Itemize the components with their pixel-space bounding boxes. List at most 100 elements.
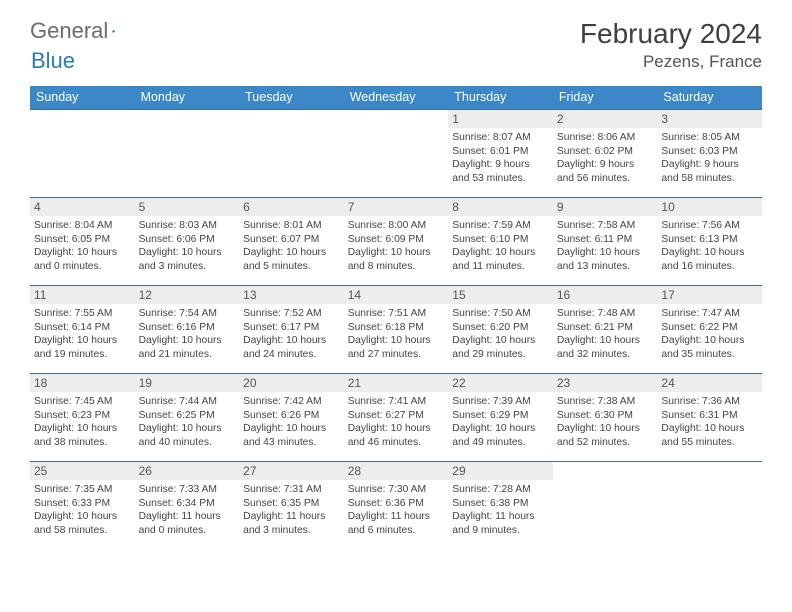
sunset-text: Sunset: 6:03 PM (661, 145, 758, 159)
day-content: Sunrise: 8:05 AMSunset: 6:03 PMDaylight:… (657, 128, 762, 188)
daylight-text: Daylight: 10 hours and 58 minutes. (34, 510, 131, 537)
day-cell: 13Sunrise: 7:52 AMSunset: 6:17 PMDayligh… (239, 286, 344, 373)
day-content: Sunrise: 7:45 AMSunset: 6:23 PMDaylight:… (30, 392, 135, 452)
day-number: 13 (239, 286, 344, 304)
daylight-text: Daylight: 10 hours and 19 minutes. (34, 334, 131, 361)
day-cell: 26Sunrise: 7:33 AMSunset: 6:34 PMDayligh… (135, 462, 240, 549)
day-number: 17 (657, 286, 762, 304)
day-content: Sunrise: 8:04 AMSunset: 6:05 PMDaylight:… (30, 216, 135, 276)
sunset-text: Sunset: 6:34 PM (139, 497, 236, 511)
day-header-sat: Saturday (657, 86, 762, 109)
sunrise-text: Sunrise: 7:55 AM (34, 307, 131, 321)
daylight-text: Daylight: 10 hours and 24 minutes. (243, 334, 340, 361)
day-header-mon: Monday (135, 86, 240, 109)
day-cell: . (553, 462, 658, 549)
day-cell: 29Sunrise: 7:28 AMSunset: 6:38 PMDayligh… (448, 462, 553, 549)
brand-logo: General (30, 18, 136, 44)
day-number: 18 (30, 374, 135, 392)
brand-text-blue-wrap: Blue (30, 48, 75, 74)
daylight-text: Daylight: 10 hours and 21 minutes. (139, 334, 236, 361)
daylight-text: Daylight: 9 hours and 56 minutes. (557, 158, 654, 185)
daylight-text: Daylight: 11 hours and 0 minutes. (139, 510, 236, 537)
day-number: 23 (553, 374, 658, 392)
daylight-text: Daylight: 10 hours and 32 minutes. (557, 334, 654, 361)
day-content: Sunrise: 8:06 AMSunset: 6:02 PMDaylight:… (553, 128, 658, 188)
day-number: 20 (239, 374, 344, 392)
week-row: 11Sunrise: 7:55 AMSunset: 6:14 PMDayligh… (30, 285, 762, 373)
day-content: Sunrise: 8:07 AMSunset: 6:01 PMDaylight:… (448, 128, 553, 188)
daylight-text: Daylight: 10 hours and 52 minutes. (557, 422, 654, 449)
sunrise-text: Sunrise: 7:54 AM (139, 307, 236, 321)
day-cell: 10Sunrise: 7:56 AMSunset: 6:13 PMDayligh… (657, 198, 762, 285)
day-number: 22 (448, 374, 553, 392)
day-content: Sunrise: 7:36 AMSunset: 6:31 PMDaylight:… (657, 392, 762, 452)
day-cell: 9Sunrise: 7:58 AMSunset: 6:11 PMDaylight… (553, 198, 658, 285)
sunset-text: Sunset: 6:02 PM (557, 145, 654, 159)
page-header: General February 2024 Pezens, France (0, 0, 792, 80)
day-content: Sunrise: 7:30 AMSunset: 6:36 PMDaylight:… (344, 480, 449, 540)
day-cell: 28Sunrise: 7:30 AMSunset: 6:36 PMDayligh… (344, 462, 449, 549)
month-title: February 2024 (580, 18, 762, 50)
day-content: Sunrise: 7:39 AMSunset: 6:29 PMDaylight:… (448, 392, 553, 452)
day-number: 5 (135, 198, 240, 216)
sunrise-text: Sunrise: 7:48 AM (557, 307, 654, 321)
sunrise-text: Sunrise: 7:56 AM (661, 219, 758, 233)
daylight-text: Daylight: 10 hours and 46 minutes. (348, 422, 445, 449)
daylight-text: Daylight: 10 hours and 5 minutes. (243, 246, 340, 273)
location-label: Pezens, France (580, 52, 762, 72)
day-content: Sunrise: 7:58 AMSunset: 6:11 PMDaylight:… (553, 216, 658, 276)
sunset-text: Sunset: 6:26 PM (243, 409, 340, 423)
day-header-sun: Sunday (30, 86, 135, 109)
day-content: Sunrise: 7:52 AMSunset: 6:17 PMDaylight:… (239, 304, 344, 364)
sunrise-text: Sunrise: 7:52 AM (243, 307, 340, 321)
sunset-text: Sunset: 6:05 PM (34, 233, 131, 247)
sunset-text: Sunset: 6:23 PM (34, 409, 131, 423)
day-cell: . (657, 462, 762, 549)
sunset-text: Sunset: 6:36 PM (348, 497, 445, 511)
sunrise-text: Sunrise: 7:31 AM (243, 483, 340, 497)
sunset-text: Sunset: 6:13 PM (661, 233, 758, 247)
day-content: Sunrise: 7:44 AMSunset: 6:25 PMDaylight:… (135, 392, 240, 452)
sunset-text: Sunset: 6:27 PM (348, 409, 445, 423)
day-cell: 12Sunrise: 7:54 AMSunset: 6:16 PMDayligh… (135, 286, 240, 373)
day-cell: 16Sunrise: 7:48 AMSunset: 6:21 PMDayligh… (553, 286, 658, 373)
day-number: 8 (448, 198, 553, 216)
day-content: Sunrise: 7:41 AMSunset: 6:27 PMDaylight:… (344, 392, 449, 452)
day-cell: 25Sunrise: 7:35 AMSunset: 6:33 PMDayligh… (30, 462, 135, 549)
day-number: 27 (239, 462, 344, 480)
day-content: Sunrise: 8:03 AMSunset: 6:06 PMDaylight:… (135, 216, 240, 276)
sunrise-text: Sunrise: 7:51 AM (348, 307, 445, 321)
sunrise-text: Sunrise: 7:50 AM (452, 307, 549, 321)
sunset-text: Sunset: 6:30 PM (557, 409, 654, 423)
daylight-text: Daylight: 9 hours and 53 minutes. (452, 158, 549, 185)
title-block: February 2024 Pezens, France (580, 18, 762, 72)
sunrise-text: Sunrise: 7:36 AM (661, 395, 758, 409)
sunset-text: Sunset: 6:22 PM (661, 321, 758, 335)
day-header-fri: Friday (553, 86, 658, 109)
day-number: 25 (30, 462, 135, 480)
sunset-text: Sunset: 6:11 PM (557, 233, 654, 247)
daylight-text: Daylight: 10 hours and 16 minutes. (661, 246, 758, 273)
sunset-text: Sunset: 6:07 PM (243, 233, 340, 247)
sunrise-text: Sunrise: 7:44 AM (139, 395, 236, 409)
day-cell: 23 Sunrise: 7:38 AMSunset: 6:30 PMDayligh… (553, 374, 658, 461)
day-cell: 18Sunrise: 7:45 AMSunset: 6:23 PMDayligh… (30, 374, 135, 461)
day-number: 6 (239, 198, 344, 216)
day-headers-row: Sunday Monday Tuesday Wednesday Thursday… (30, 86, 762, 109)
day-header-thu: Thursday (448, 86, 553, 109)
day-cell: . (239, 110, 344, 197)
sunset-text: Sunset: 6:16 PM (139, 321, 236, 335)
sunrise-text: Sunrise: 7:38 AM (557, 395, 654, 409)
week-row: ....1Sunrise: 8:07 AMSunset: 6:01 PMDayl… (30, 109, 762, 197)
daylight-text: Daylight: 10 hours and 13 minutes. (557, 246, 654, 273)
sunset-text: Sunset: 6:20 PM (452, 321, 549, 335)
daylight-text: Daylight: 10 hours and 40 minutes. (139, 422, 236, 449)
week-row: 25Sunrise: 7:35 AMSunset: 6:33 PMDayligh… (30, 461, 762, 549)
sunset-text: Sunset: 6:17 PM (243, 321, 340, 335)
day-content: Sunrise: 7:48 AMSunset: 6:21 PMDaylight:… (553, 304, 658, 364)
weeks-container: ....1Sunrise: 8:07 AMSunset: 6:01 PMDayl… (30, 109, 762, 549)
day-cell: . (135, 110, 240, 197)
sunrise-text: Sunrise: 7:30 AM (348, 483, 445, 497)
day-cell: 14Sunrise: 7:51 AMSunset: 6:18 PMDayligh… (344, 286, 449, 373)
day-content: Sunrise: 7:31 AMSunset: 6:35 PMDaylight:… (239, 480, 344, 540)
